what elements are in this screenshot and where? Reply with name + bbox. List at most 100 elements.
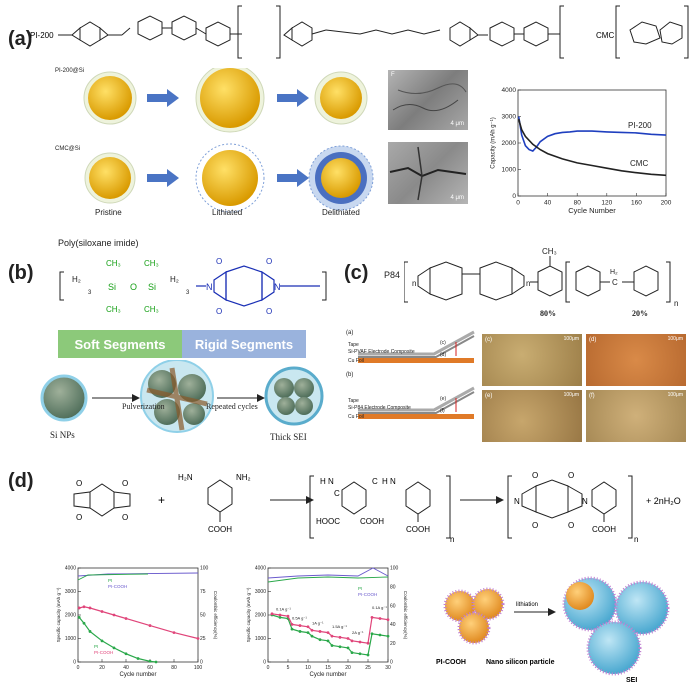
n-sub-amic: n bbox=[450, 535, 454, 544]
sem-image-bottom: 4 μm bbox=[388, 142, 468, 204]
pulverization-schematic bbox=[40, 360, 324, 433]
y-right-tick-label: 20 bbox=[390, 641, 396, 647]
legend-top-pi-cooh: PI-COOH bbox=[108, 584, 127, 589]
pi-cooh-schematic-label: PI-COOH bbox=[436, 659, 466, 666]
ch2-right: H₂ bbox=[170, 275, 179, 284]
y-right-tick-label: 100 bbox=[200, 566, 209, 572]
pi-200-structure: PI-200 CMC bbox=[30, 5, 689, 59]
ch2-left: H₂ bbox=[72, 275, 81, 284]
micrograph-c: (c) 100μm bbox=[482, 334, 582, 386]
peel-cu-a: Cu Foil bbox=[348, 358, 364, 364]
data-point-pi bbox=[112, 646, 116, 650]
data-point-pi-cooh bbox=[338, 635, 342, 639]
pi200-pristine-particle bbox=[83, 71, 137, 125]
o-siloxane: O bbox=[130, 282, 137, 292]
data-point-pi-cooh bbox=[346, 637, 350, 640]
soft-segments-label: Soft Segments bbox=[74, 336, 166, 352]
data-point-pi bbox=[148, 659, 152, 663]
data-point-pi bbox=[88, 630, 92, 633]
data-point-pi bbox=[386, 634, 390, 638]
rate-label: 2A g⁻¹ bbox=[352, 630, 364, 635]
si-nps-label: Si NPs bbox=[50, 430, 75, 440]
y-right-axis-label: Coulombic efficiency(%) bbox=[213, 591, 218, 640]
x-tick-label: 0 bbox=[77, 665, 80, 671]
legend-bottom-pi-cooh: PI-COOH bbox=[94, 650, 113, 655]
ce-line-pi bbox=[77, 573, 149, 581]
x-tick-label: 25 bbox=[365, 665, 371, 671]
y-tick-label: 4000 bbox=[65, 566, 76, 572]
lithiation-label: lithiation bbox=[516, 602, 538, 608]
data-point-pi bbox=[338, 645, 342, 649]
pi200-delithiated-particle bbox=[314, 71, 368, 125]
o-anhydride-top-right: O bbox=[122, 479, 128, 488]
data-point-pi bbox=[136, 657, 140, 660]
peel-mark-c: (c) bbox=[440, 340, 446, 346]
ce-line-pi-cooh bbox=[267, 567, 389, 579]
micro-f-scale: 100μm bbox=[667, 392, 683, 398]
siloxane-imide-structure: H₂ 3 CH₃ Si CH₃ O CH₃ Si CH₃ H₂ 3 N N O … bbox=[59, 257, 327, 316]
y-right-tick-label: 75 bbox=[200, 589, 206, 595]
y-tick-label: 4000 bbox=[502, 87, 517, 94]
y-right-tick-label: 60 bbox=[390, 603, 396, 609]
y-tick-label: 3000 bbox=[502, 114, 517, 121]
ch3-top-left: CH₃ bbox=[106, 259, 121, 268]
pristine-cluster bbox=[443, 587, 505, 645]
si-np-particle bbox=[40, 374, 88, 422]
rigid-segments-box: Rigid Segments bbox=[182, 330, 306, 358]
stage-pristine: Pristine bbox=[95, 208, 122, 217]
data-point-pi-cooh bbox=[172, 631, 176, 635]
peel-mark-f: (f) bbox=[440, 408, 445, 414]
data-point-pi bbox=[346, 646, 350, 650]
p84-80-pct: 80% bbox=[540, 309, 556, 318]
arrow-icon bbox=[277, 169, 309, 187]
data-point-pi bbox=[330, 644, 334, 647]
o-anhydride-top-left: O bbox=[76, 479, 82, 488]
data-point-pi-cooh bbox=[326, 631, 330, 635]
p84-structure: n n CH₃ H₂ C n 80% 20% bbox=[404, 247, 678, 318]
data-point-pi-cooh bbox=[196, 637, 200, 640]
thick-sei-particle bbox=[264, 366, 324, 426]
peel-a bbox=[358, 330, 475, 363]
series-line-pi-cooh bbox=[79, 606, 199, 640]
x-tick-label: 30 bbox=[385, 665, 391, 671]
micrograph-e: (e) 100μm bbox=[482, 390, 582, 442]
amide-h-left: H bbox=[320, 477, 326, 486]
water-product: + 2nH₂O bbox=[646, 496, 681, 506]
data-point-pi bbox=[326, 639, 330, 643]
pulverized-particle bbox=[140, 360, 214, 433]
y-right-tick-label: 100 bbox=[390, 566, 399, 572]
ch3-bottom-left: CH₃ bbox=[106, 305, 121, 314]
y-right-tick-label: 25 bbox=[200, 636, 206, 642]
n-sub-polyimide: n bbox=[634, 535, 638, 544]
x-tick-label: 200 bbox=[661, 200, 672, 207]
x-tick-label: 0 bbox=[516, 200, 520, 207]
data-point-pi-cooh bbox=[350, 639, 354, 643]
cooh-polyimide: COOH bbox=[592, 525, 616, 534]
micrograph-f: (f) 100μm bbox=[586, 390, 686, 442]
data-point-pi-cooh bbox=[370, 615, 374, 619]
amide-n-right: N bbox=[390, 477, 396, 486]
peel-comp-b: Si-P84 Electrode Composite bbox=[348, 405, 411, 411]
data-point-pi bbox=[310, 634, 314, 638]
y-tick-label: 2000 bbox=[65, 613, 76, 619]
data-point-pi-cooh bbox=[270, 612, 274, 616]
data-point-pi-cooh bbox=[124, 617, 128, 620]
y-tick-label: 0 bbox=[263, 660, 266, 666]
rate-label: 1A g⁻¹ bbox=[312, 620, 324, 625]
panel-c-label: (c) bbox=[344, 262, 369, 284]
data-point-pi-cooh bbox=[310, 628, 314, 632]
y-axis-label: Specific capacity (mAh g⁻¹) bbox=[246, 587, 251, 642]
o-imide-4: O bbox=[568, 521, 574, 530]
cmc-si-label: CMC@Si bbox=[55, 146, 81, 152]
lithiation-schematic: lithiation PI-COOH Nano silicon particle… bbox=[436, 576, 670, 684]
arrow-icon bbox=[257, 394, 265, 402]
data-point-pi bbox=[358, 652, 362, 656]
n-imide-right: N bbox=[582, 497, 588, 506]
y-right-tick-label: 0 bbox=[390, 660, 393, 666]
legend-top-pi: PI bbox=[108, 578, 112, 583]
data-point-pi-cooh bbox=[286, 614, 290, 618]
y-tick-label: 4000 bbox=[255, 566, 266, 572]
sem-image-top: F 4 μm bbox=[388, 70, 468, 130]
sem-top-scale: 4 μm bbox=[450, 121, 464, 127]
